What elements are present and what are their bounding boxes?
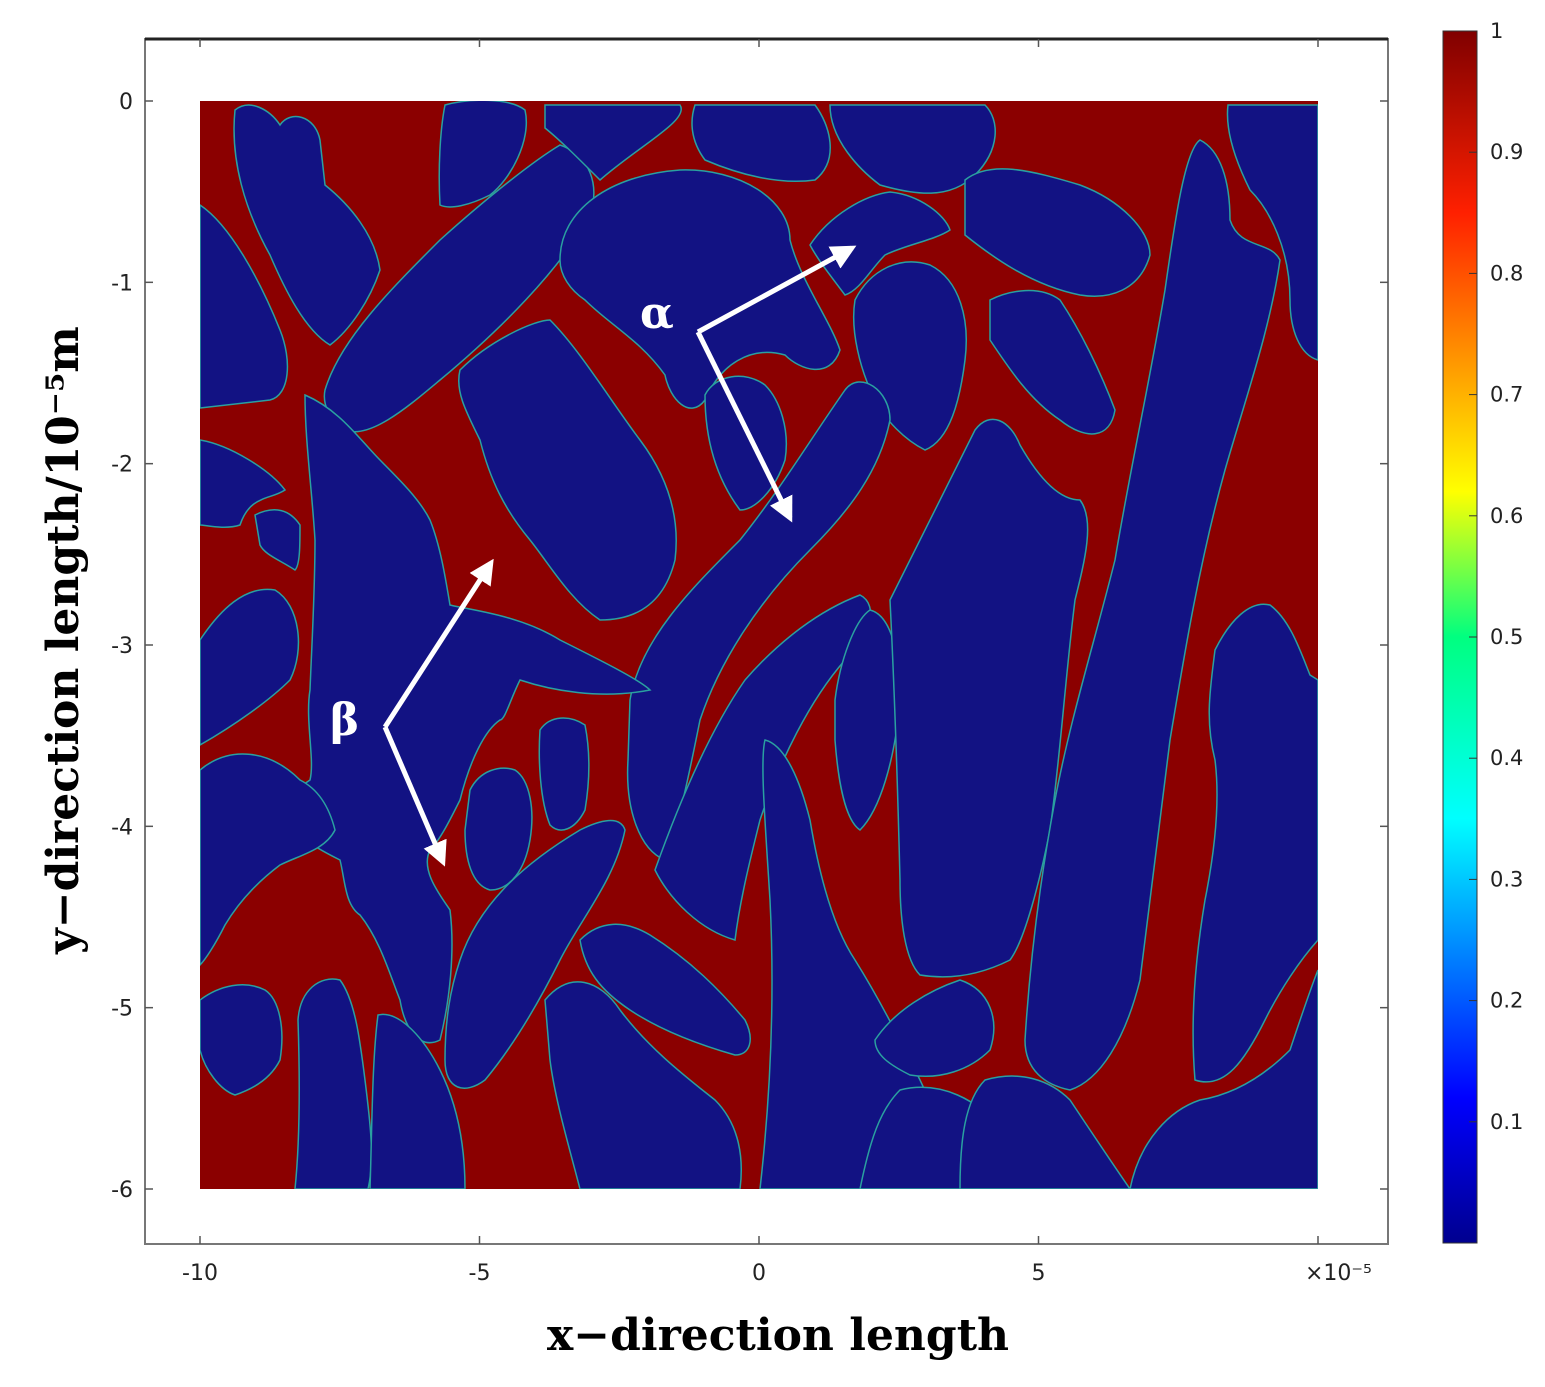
grain [691,104,831,183]
y-axis: 0 -1 -2 -3 -4 -5 -6 [111,90,1388,1203]
grain [579,923,751,1056]
beta-label: β [330,695,359,746]
colorbar-tick-label-7: 0.3 [1490,867,1523,891]
y-tick-label-2: -2 [111,453,133,478]
colorbar: 1 0.9 0.8 0.7 0.6 0.5 0.4 0.3 0.2 0.1 [1442,19,1523,1244]
colorbar-tick-label-8: 0.2 [1490,989,1523,1013]
grain [233,104,381,346]
x-axis-title: x−direction length [547,1310,1009,1361]
grain [1129,969,1318,1189]
grain [464,767,533,891]
grain [254,509,301,571]
alpha-annotation: α [640,245,857,523]
grain-regions [200,101,1318,1189]
y-tick-label-5: -5 [111,997,133,1022]
grain [538,717,590,831]
grain [200,439,287,528]
x-axis-multiplier: ×10⁻⁵ [1305,1261,1372,1286]
grain [959,1075,1131,1189]
grain [809,191,951,296]
grain [288,393,652,1044]
colorbar-tick-label-6: 0.4 [1490,746,1523,770]
beta-annotation: β [330,558,494,867]
grain [704,375,788,511]
grain [294,978,373,1189]
grain [438,101,527,208]
grain [200,984,283,1096]
grain [1024,139,1281,1091]
y-tick-label-4: -4 [111,815,133,840]
x-tick-label-2: 0 [752,1261,766,1286]
beta-arrow-lower [382,726,447,867]
grain [200,588,300,746]
y-tick-label-6: -6 [111,1178,133,1203]
x-tick-label-3: 5 [1032,1261,1046,1286]
colorbar-ticks: 1 0.9 0.8 0.7 0.6 0.5 0.4 0.3 0.2 0.1 [1469,19,1523,1134]
colorbar-tick-label-1: 0.9 [1490,140,1523,164]
beta-arrow-upper [382,558,494,729]
colorbar-tick-label-3: 0.7 [1490,383,1523,407]
alpha-arrow-lower [695,330,793,523]
colorbar-tick-label-9: 0.1 [1490,1110,1523,1134]
x-axis: -10 -5 0 5 [182,39,1319,1286]
y-tick-label-1: -1 [111,271,133,296]
grain [964,168,1151,297]
x-tick-label-1: -5 [469,1261,491,1286]
colorbar-tick-label-4: 0.6 [1490,504,1523,528]
colorbar-tick-label-5: 0.5 [1490,625,1523,649]
grain [989,289,1116,435]
grain [200,204,289,409]
grain [559,169,841,409]
grain [759,739,938,1189]
grain [874,979,995,1077]
y-axis-title: y−direction length/10⁻⁵m [38,326,89,955]
y-tick-label-3: -3 [111,634,133,659]
y-tick-label-0: 0 [119,90,133,115]
grain [829,104,996,194]
grain [1192,603,1318,1083]
grain [444,819,626,1089]
alpha-arrow-upper [696,245,857,335]
alpha-label: α [640,288,674,339]
phase-field-map [200,101,1318,1189]
grain [889,418,1089,978]
grain [544,981,742,1189]
colorbar-tick-label-0: 1 [1490,19,1503,43]
grain [544,104,683,182]
grain [200,753,336,967]
grain [458,319,677,621]
grain [369,1013,466,1189]
colorbar-tick-label-2: 0.8 [1490,261,1523,285]
grain [1226,104,1318,361]
x-tick-label-0: -10 [182,1261,218,1286]
